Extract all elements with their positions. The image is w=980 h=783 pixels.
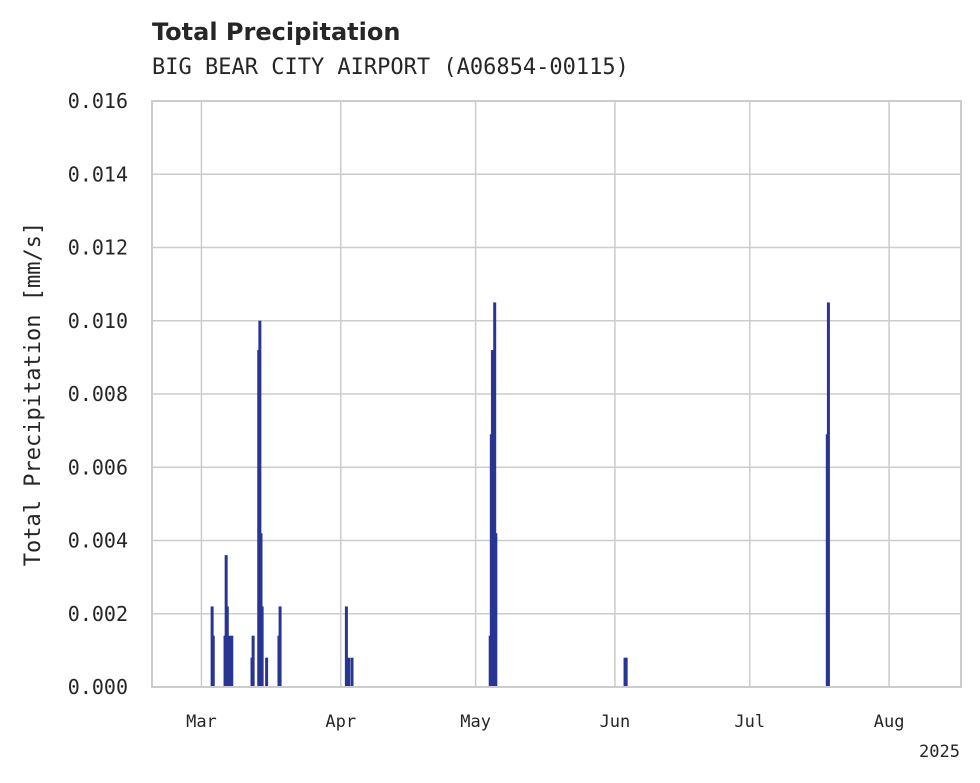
precip-bar — [230, 635, 234, 687]
y-tick-label: 0.002 — [68, 602, 128, 626]
precip-bar — [494, 533, 498, 687]
precip-bar — [347, 657, 351, 687]
chart-title: Total Precipitation — [152, 18, 400, 46]
precip-bar — [624, 657, 628, 687]
x-tick-label-mar: Mar — [186, 712, 217, 732]
precip-bar — [260, 606, 264, 687]
grid-lines — [152, 100, 961, 688]
y-tick-label: 0.004 — [68, 529, 128, 553]
precip-bar — [826, 302, 830, 687]
y-tick-label: 0.014 — [68, 162, 128, 186]
x-tick-label-apr: Apr — [325, 712, 356, 732]
chart-subtitle: BIG BEAR CITY AIRPORT (A06854-00115) — [152, 55, 629, 80]
y-tick-label: 0.016 — [68, 89, 128, 113]
y-tick-label: 0.000 — [68, 675, 128, 699]
x-tick-label-jun: Jun — [600, 712, 631, 732]
axis-ticks: 0.000 0.002 0.004 0.006 0.008 0.010 0.012 0.014… — [68, 89, 905, 732]
precipitation-series — [210, 302, 830, 687]
precip-bar — [493, 302, 497, 687]
x-tick-label-may: May — [460, 712, 491, 732]
precip-bar — [350, 657, 354, 687]
x-tick-label-aug: Aug — [874, 712, 905, 732]
y-tick-label: 0.006 — [68, 455, 128, 479]
precip-bar — [278, 606, 282, 687]
y-tick-label: 0.010 — [68, 309, 128, 333]
precip-bar — [490, 350, 494, 687]
y-tick-label: 0.008 — [68, 382, 128, 406]
precip-bar — [258, 320, 262, 687]
precip-bar — [251, 635, 255, 687]
precip-bar — [225, 606, 229, 687]
x-tick-label-jul: Jul — [734, 712, 765, 732]
x-axis-year-offset: 2025 — [919, 742, 960, 762]
plot-frame — [151, 100, 962, 688]
y-axis-label: Total Precipitation [mm/s] — [21, 222, 46, 566]
precip-bar — [211, 635, 215, 687]
precip-bar — [265, 657, 269, 687]
y-tick-label: 0.012 — [68, 236, 128, 260]
precip-bar — [344, 606, 348, 687]
